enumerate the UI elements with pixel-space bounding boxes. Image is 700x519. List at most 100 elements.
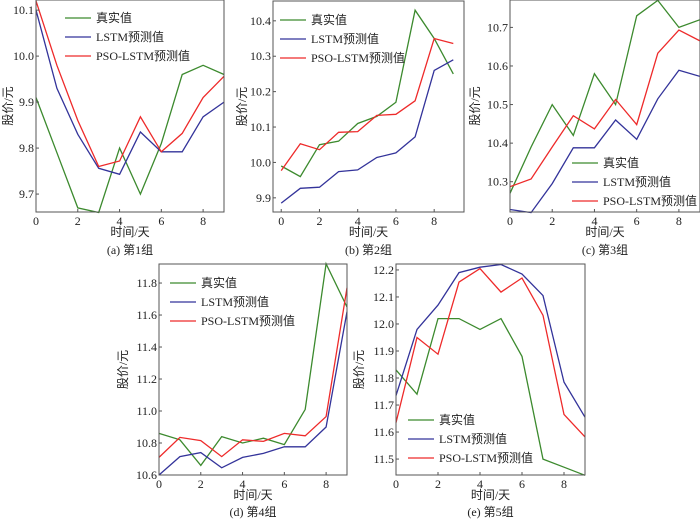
x-tick-label: 4: [591, 214, 597, 228]
y-tick-label: 10.3: [487, 175, 508, 189]
y-tick-label: 11.0: [136, 404, 157, 418]
y-tick-label: 9.8: [19, 141, 34, 155]
x-tick-label: 4: [240, 477, 246, 491]
x-tick-label: 6: [393, 214, 399, 228]
y-tick-label: 11.9: [373, 344, 394, 358]
legend: 真实值 LSTM预测值 PSO-LSTM预测值: [572, 155, 697, 208]
x-tick-label: 4: [355, 214, 361, 228]
y-axis-label: 股价/元: [468, 86, 482, 125]
x-axis-label: 时间/天: [349, 225, 388, 239]
y-tick-label: 12.2: [373, 263, 394, 277]
y-tick-label: 10.0: [13, 49, 34, 63]
legend: 真实值 LSTM预测值 PSO-LSTM预测值: [65, 10, 190, 63]
series-line-pso-lstm: [280, 37, 454, 171]
subplot-3: 0 2 4 6 8 10.3 10.4 10.5 10.6 10.7 时间/天 股价/元 (c) 第3组…: [468, 0, 700, 257]
x-axis-label: 时间/天: [471, 488, 510, 502]
x-tick-label: 2: [75, 214, 81, 228]
series-line-actual: [395, 317, 586, 476]
legend-label: 真实值: [201, 275, 237, 290]
legend-label: LSTM预测值: [603, 174, 671, 189]
x-tick-label: 6: [634, 214, 640, 228]
series-line-lstm: [280, 59, 454, 204]
y-tick-label: 10.6: [487, 59, 508, 73]
y-axis-label: 股价/元: [1, 86, 15, 125]
y-tick-label: 10.3: [250, 49, 271, 63]
axes-frame: [395, 263, 586, 476]
y-tick-label: 10.4: [487, 136, 508, 150]
y-tick-label: 10.4: [250, 14, 271, 28]
x-tick-label: 8: [200, 214, 206, 228]
series-line-lstm: [509, 69, 700, 214]
axes-frame: [158, 263, 348, 476]
series-line-lstm: [158, 311, 348, 476]
y-axis-label: 股价/元: [235, 87, 249, 126]
subplot-caption: (b) 第2组: [345, 243, 392, 257]
subplot-1: 0 2 4 6 8 9.7 9.8 9.9 10.0 10.1 时间/天 股价/元 (a) 第1组 真实值…: [1, 0, 225, 257]
x-tick-label: 8: [676, 214, 682, 228]
x-tick-label: 2: [316, 214, 322, 228]
series-line-actual: [280, 8, 454, 178]
y-tick-label: 9.9: [256, 191, 271, 205]
x-tick-label: 4: [117, 214, 123, 228]
axes-frame: [35, 0, 225, 213]
x-axis-label: 时间/天: [585, 225, 624, 239]
y-tick-label: 10.5: [487, 98, 508, 112]
legend: 真实值 LSTM预测值 PSO-LSTM预测值: [408, 412, 533, 465]
legend-label: LSTM预测值: [201, 294, 269, 309]
x-tick-label: 2: [549, 214, 555, 228]
series-line-lstm: [395, 263, 586, 418]
y-tick-label: 11.8: [136, 276, 157, 290]
y-tick-label: 11.8: [373, 371, 394, 385]
x-tick-label: 0: [33, 214, 39, 228]
series-line-actual: [509, 0, 700, 194]
legend: 真实值 LSTM预测值 PSO-LSTM预测值: [280, 12, 405, 65]
subplot-2: 0 2 4 6 8 9.9 10.0 10.1 10.2 10.3 10.4 时间/天 股价/元 (b) …: [235, 0, 465, 257]
x-tick-label: 6: [158, 214, 164, 228]
subplot-caption: (d) 第4组: [230, 505, 277, 519]
x-tick-label: 6: [519, 477, 525, 491]
x-axis-label: 时间/天: [233, 488, 272, 502]
series-line-actual: [35, 64, 225, 214]
x-tick-label: 8: [323, 477, 329, 491]
x-tick-label: 6: [281, 477, 287, 491]
legend-label: PSO-LSTM预测值: [201, 313, 295, 328]
x-tick-label: 4: [477, 477, 483, 491]
legend-label: PSO-LSTM预测值: [603, 193, 697, 208]
y-tick-label: 11.6: [136, 308, 157, 322]
x-tick-label: 8: [431, 214, 437, 228]
y-tick-label: 10.6: [136, 468, 157, 482]
legend-label: 真实值: [311, 12, 347, 27]
subplot-caption: (e) 第5组: [467, 505, 513, 519]
series-line-pso-lstm: [158, 287, 348, 458]
y-tick-label: 9.9: [19, 95, 34, 109]
y-tick-label: 12.0: [373, 317, 394, 331]
x-tick-label: 2: [198, 477, 204, 491]
subplot-5: 0 2 4 6 8 11.5 11.6 11.7 11.8 11.9 12.0 12.1 12.2 时间/…: [352, 263, 586, 519]
y-tick-label: 10.2: [250, 85, 271, 99]
legend-label: LSTM预测值: [311, 31, 379, 46]
series-line-pso-lstm: [509, 29, 700, 188]
x-tick-label: 8: [561, 477, 567, 491]
series-line-pso-lstm: [35, 0, 225, 168]
y-tick-label: 11.7: [373, 398, 394, 412]
y-tick-label: 11.6: [373, 425, 394, 439]
series-line-pso-lstm: [395, 267, 586, 438]
y-tick-label: 12.1: [373, 290, 394, 304]
x-tick-label: 0: [393, 477, 399, 491]
series-line-lstm: [35, 9, 225, 176]
x-tick-label: 0: [156, 477, 162, 491]
y-tick-label: 10.8: [136, 436, 157, 450]
subplot-4: 0 2 4 6 8 10.6 10.8 11.0 11.2 11.4 11.6 11.8 时间/天 股价/…: [116, 261, 348, 519]
legend-label: 真实值: [439, 412, 475, 427]
legend: 真实值 LSTM预测值 PSO-LSTM预测值: [170, 275, 295, 328]
axes-frame: [509, 0, 700, 213]
y-axis-label: 股价/元: [116, 350, 130, 389]
y-tick-label: 10.7: [487, 20, 508, 34]
legend-label: LSTM预测值: [439, 431, 507, 446]
y-tick-label: 11.5: [373, 452, 394, 466]
legend-label: PSO-LSTM预测值: [311, 50, 405, 65]
y-tick-label: 11.4: [136, 340, 157, 354]
x-tick-label: 2: [435, 477, 441, 491]
y-tick-label: 11.2: [136, 372, 157, 386]
y-tick-label: 9.7: [19, 187, 34, 201]
